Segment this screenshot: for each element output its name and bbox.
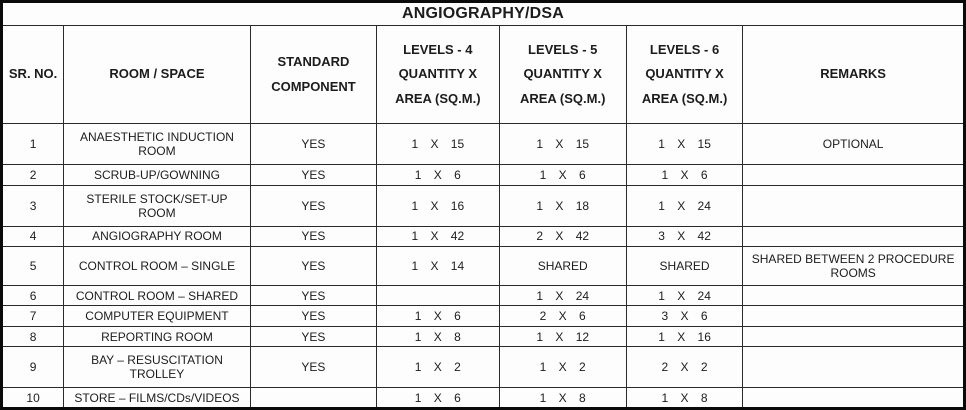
table-row: 1 ANAESTHETIC INDUCTION ROOM YES 1 X 15 … — [0, 123, 965, 165]
cell-remarks — [742, 305, 965, 327]
table-row: 7 COMPUTER EQUIPMENT YES 1 X 6 2 X 6 3 X… — [0, 305, 965, 327]
cell-levels-6: 3 X 42 — [625, 225, 744, 247]
cell-room-space: ANAESTHETIC INDUCTION ROOM — [63, 123, 251, 165]
cell-room-space: REPORTING ROOM — [63, 325, 251, 348]
table-row: 10 STORE – FILMS/CDs/VIDEOS 1 X 6 1 X 8 … — [0, 387, 965, 409]
cell-levels-5: 2 X 6 — [498, 305, 627, 327]
column-header-remarks: REMARKS — [742, 25, 965, 124]
cell-sr-no: 4 — [0, 225, 65, 247]
cell-levels-5: 1 X 15 — [498, 123, 627, 165]
table-row: 9 BAY – RESUSCITATION TROLLEY YES 1 X 2 … — [0, 346, 965, 389]
cell-levels-4: 1 X 6 — [376, 164, 500, 186]
cell-remarks — [742, 225, 965, 247]
cell-sr-no: 5 — [0, 246, 65, 286]
cell-standard-component: YES — [249, 305, 378, 327]
column-header-levels-5: LEVELS - 5 QUANTITY X AREA (SQ.M.) — [498, 25, 627, 124]
cell-remarks: OPTIONAL — [742, 123, 965, 165]
table-row: 5 CONTROL ROOM – SINGLE YES 1 X 14 SHARE… — [0, 246, 965, 286]
table-row: 8 REPORTING ROOM YES 1 X 8 1 X 12 1 X 16 — [0, 325, 965, 348]
cell-levels-5: 1 X 12 — [498, 325, 627, 348]
cell-remarks — [742, 164, 965, 186]
cell-levels-5: 1 X 6 — [498, 164, 627, 186]
cell-sr-no: 10 — [0, 387, 65, 409]
cell-levels-5: 1 X 18 — [498, 184, 627, 227]
cell-levels-6: 1 X 15 — [625, 123, 744, 165]
table-title: ANGIOGRAPHY/DSA — [1, 1, 965, 26]
cell-remarks — [742, 387, 965, 409]
cell-levels-5: 2 X 42 — [498, 225, 627, 247]
cell-standard-component: YES — [249, 325, 378, 348]
cell-levels-5: SHARED — [498, 246, 627, 286]
cell-levels-4: 1 X 16 — [376, 184, 500, 227]
cell-room-space: SCRUB-UP/GOWNING — [63, 164, 251, 186]
cell-room-space: ANGIOGRAPHY ROOM — [63, 225, 251, 247]
cell-standard-component: YES — [249, 184, 378, 227]
table-row: 2 SCRUB-UP/GOWNING YES 1 X 6 1 X 6 1 X 6 — [0, 164, 965, 186]
cell-standard-component: YES — [249, 164, 378, 186]
cell-remarks — [742, 184, 965, 227]
cell-levels-5: 1 X 24 — [498, 284, 627, 307]
cell-levels-6: 1 X 16 — [625, 325, 744, 348]
cell-room-space: BAY – RESUSCITATION TROLLEY — [63, 346, 251, 389]
cell-room-space: STERILE STOCK/SET-UP ROOM — [63, 184, 251, 227]
cell-remarks — [742, 284, 965, 307]
cell-sr-no: 6 — [0, 284, 65, 307]
cell-sr-no: 2 — [0, 164, 65, 186]
cell-remarks — [742, 346, 965, 389]
cell-sr-no: 9 — [0, 346, 65, 389]
cell-remarks — [742, 325, 965, 348]
cell-remarks: SHARED BETWEEN 2 PROCEDURE ROOMS — [742, 246, 965, 286]
cell-levels-6: SHARED — [625, 246, 744, 286]
cell-levels-4: 1 X 15 — [376, 123, 500, 165]
cell-room-space: CONTROL ROOM – SHARED — [63, 284, 251, 307]
column-header-sr-no: SR. NO. — [0, 25, 65, 124]
cell-standard-component: YES — [249, 284, 378, 307]
cell-room-space: STORE – FILMS/CDs/VIDEOS — [63, 387, 251, 409]
cell-standard-component: YES — [249, 225, 378, 247]
cell-levels-4: 1 X 6 — [376, 305, 500, 327]
column-header-levels-6: LEVELS - 6 QUANTITY X AREA (SQ.M.) — [625, 25, 744, 124]
cell-levels-6: 1 X 24 — [625, 184, 744, 227]
column-header-room-space: ROOM / SPACE — [63, 25, 251, 124]
cell-standard-component — [249, 387, 378, 409]
cell-standard-component: YES — [249, 123, 378, 165]
cell-levels-4: 1 X 14 — [376, 246, 500, 286]
cell-levels-4: 1 X 42 — [376, 225, 500, 247]
cell-levels-4 — [376, 284, 500, 307]
cell-levels-5: 1 X 8 — [498, 387, 627, 409]
cell-sr-no: 1 — [0, 123, 65, 165]
cell-sr-no: 7 — [0, 305, 65, 327]
table-row: 3 STERILE STOCK/SET-UP ROOM YES 1 X 16 1… — [0, 184, 965, 227]
cell-levels-4: 1 X 2 — [376, 346, 500, 389]
column-header-levels-4: LEVELS - 4 QUANTITY X AREA (SQ.M.) — [376, 25, 500, 124]
cell-levels-6: 2 X 2 — [625, 346, 744, 389]
cell-levels-6: 3 X 6 — [625, 305, 744, 327]
cell-standard-component: YES — [249, 346, 378, 389]
cell-standard-component: YES — [249, 246, 378, 286]
table-row: 6 CONTROL ROOM – SHARED YES 1 X 24 1 X 2… — [0, 284, 965, 307]
cell-levels-5: 1 X 2 — [498, 346, 627, 389]
cell-levels-6: 1 X 24 — [625, 284, 744, 307]
table-row: 4 ANGIOGRAPHY ROOM YES 1 X 42 2 X 42 3 X… — [0, 225, 965, 247]
cell-levels-6: 1 X 6 — [625, 164, 744, 186]
cell-levels-4: 1 X 6 — [376, 387, 500, 409]
cell-sr-no: 8 — [0, 325, 65, 348]
cell-room-space: COMPUTER EQUIPMENT — [63, 305, 251, 327]
column-header-standard-component: STANDARD COMPONENT — [249, 25, 378, 124]
cell-sr-no: 3 — [0, 184, 65, 227]
header-row: SR. NO. ROOM / SPACE STANDARD COMPONENT … — [0, 25, 965, 124]
title-row: ANGIOGRAPHY/DSA — [1, 1, 965, 26]
cell-levels-6: 1 X 8 — [625, 387, 744, 409]
cell-room-space: CONTROL ROOM – SINGLE — [63, 246, 251, 286]
cell-levels-4: 1 X 8 — [376, 325, 500, 348]
